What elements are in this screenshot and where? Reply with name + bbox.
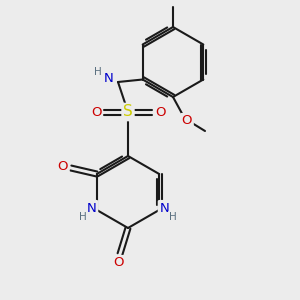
- Text: H: H: [169, 212, 177, 222]
- Text: N: N: [159, 202, 169, 214]
- Text: O: O: [155, 106, 165, 118]
- Text: N: N: [104, 71, 114, 85]
- Text: S: S: [123, 104, 133, 119]
- Text: H: H: [94, 67, 102, 77]
- Text: H: H: [79, 212, 87, 222]
- Text: O: O: [91, 106, 101, 118]
- Text: O: O: [58, 160, 68, 173]
- Text: O: O: [182, 115, 192, 128]
- Text: N: N: [87, 202, 97, 214]
- Text: O: O: [113, 256, 123, 269]
